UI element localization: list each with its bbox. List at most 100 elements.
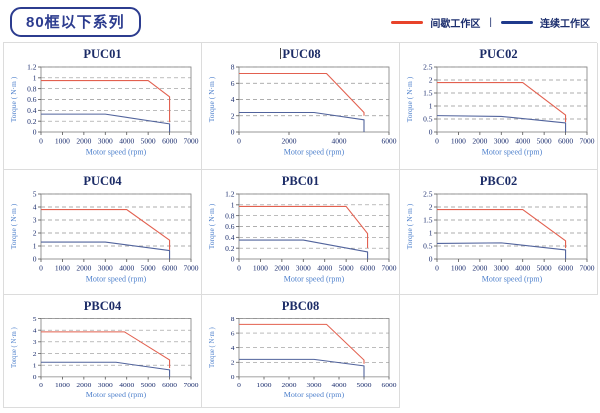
y-tick-label: 0 — [230, 374, 234, 382]
torque-speed-chart: 0 1 2 3 4 5 0 1000 2000 3000 4000 5000 6000 7000 Motor… — [9, 315, 198, 399]
x-tick-label: 7000 — [183, 264, 198, 273]
x-tick-label: 2000 — [472, 264, 487, 273]
x-tick-label: 5000 — [536, 137, 551, 146]
torque-speed-chart: 0 0.2 0.4 0.6 0.8 11.2 0 1000 2000 3000 4000 5000 60… — [207, 190, 397, 284]
chart-title: PUC02 — [400, 47, 597, 62]
y-tick-label: 6 — [230, 79, 234, 88]
y-tick-label: 3 — [32, 216, 36, 225]
chart-title: PBC01 — [202, 174, 399, 189]
plot-border — [40, 193, 191, 260]
x-tick-label: 6000 — [162, 264, 177, 273]
y-axis-label: Torque ( N·m ) — [405, 76, 414, 122]
y-tick-label: 2 — [428, 203, 432, 212]
x-tick-label: 7000 — [183, 382, 198, 390]
legend-label-continuous: 连续工作区 — [540, 18, 590, 30]
x-tick-label: 1000 — [54, 382, 69, 390]
x-tick-label: 0 — [237, 137, 241, 146]
x-tick-label: 3000 — [97, 382, 112, 390]
y-tick-label: 2.5 — [423, 63, 433, 72]
y-tick-label: 5 — [32, 315, 36, 323]
chart-title-text: PUC01 — [83, 47, 122, 61]
y-tick-label: 1 — [428, 229, 432, 238]
y-tick-label: 1 — [428, 102, 432, 111]
torque-speed-chart: 0 0.5 1 1.5 2 2.5 0 1000 2000 3000 4000 5000 6000 700… — [405, 63, 595, 157]
x-tick-label: 4000 — [119, 137, 134, 146]
y-tick-label: 0 — [428, 128, 432, 137]
x-tick-label: 0 — [237, 264, 241, 273]
chart-cell-pbc08: PBC08 0 2 4 6 8 0 1000 2000 3000 4000 5000 6000 Motor… — [202, 295, 400, 408]
chart-title-text: PBC01 — [281, 174, 320, 188]
page-header: 80框以下系列 间歇工作区 | 连续工作区 — [0, 0, 600, 42]
x-tick-label: 4000 — [119, 264, 134, 273]
chart-cell-puc01: PUC01 0 0.2 0.4 0.6 0.8 1 1.2 0 1000 2000 3000 4000 5… — [4, 43, 202, 170]
y-tick-label: 0 — [230, 128, 234, 137]
chart-grid: PUC01 0 0.2 0.4 0.6 0.8 1 1.2 0 1000 2000 3000 4000 5… — [3, 42, 598, 408]
intermittent-work-zone-curve — [436, 209, 566, 249]
continuous-work-zone-curve — [238, 111, 365, 132]
y-tick-label: 1 — [32, 242, 36, 251]
y-tick-label: 5 — [32, 190, 36, 199]
chart-title-text: PUC02 — [479, 47, 518, 61]
x-tick-label: 0 — [435, 264, 439, 273]
torque-speed-chart: 0 1 2 3 4 5 0 1000 2000 3000 4000 5000 6000 7000 Motor… — [9, 190, 199, 284]
y-tick-label: 0 — [428, 255, 432, 264]
y-tick-label: 8 — [230, 315, 234, 323]
x-tick-label: 0 — [39, 382, 43, 390]
chart-cell-puc04: PUC04 0 1 2 3 4 5 0 1000 2000 3000 4000 5000 6000 7000… — [4, 170, 202, 295]
plot-border — [436, 66, 587, 133]
legend-separator: | — [489, 16, 492, 28]
x-tick-label: 5000 — [140, 382, 155, 390]
continuous-zone-line-icon — [501, 20, 533, 24]
y-tick-label: 0 — [230, 255, 234, 264]
x-tick-label: 1000 — [54, 137, 69, 146]
x-tick-label: 0 — [435, 137, 439, 146]
x-tick-label: 2000 — [76, 382, 91, 390]
x-tick-label: 2000 — [76, 264, 91, 273]
y-axis-label: Torque ( N·m ) — [405, 203, 414, 249]
y-tick-label: 8 — [230, 63, 234, 72]
y-tick-label: 1 — [32, 73, 36, 82]
y-tick-label: 4 — [32, 203, 36, 212]
x-tick-label: 0 — [39, 137, 43, 146]
x-tick-label: 3000 — [306, 382, 321, 390]
continuous-work-zone-curve — [40, 361, 170, 377]
x-tick-label: 2000 — [472, 137, 487, 146]
x-axis-label: Motor speed (rpm) — [481, 148, 542, 157]
y-axis-label: Torque ( N·m ) — [207, 327, 215, 368]
x-axis-label: Motor speed (rpm) — [283, 148, 344, 157]
y-tick-label: 6 — [230, 330, 234, 338]
y-tick-label: 0 — [32, 255, 36, 264]
x-tick-label: 0 — [237, 382, 241, 390]
y-tick-label: 0.6 — [225, 222, 235, 231]
y-tick-label: 0.2 — [225, 244, 235, 253]
chart-title-text: PBC04 — [83, 299, 122, 313]
y-tick-label: 0 — [32, 128, 36, 137]
y-tick-label: 4 — [230, 344, 234, 352]
continuous-work-zone-curve — [238, 358, 365, 377]
x-tick-label: 5000 — [140, 264, 155, 273]
y-tick-label: 0.5 — [423, 242, 433, 251]
legend: 间歇工作区 | 连续工作区 — [391, 15, 590, 30]
chart-cell-puc08: PUC08 0 2 4 6 8 0 2000 4000 6000 Motor speed (rpm)… — [202, 43, 400, 170]
y-axis-label: Torque ( N·m ) — [207, 76, 216, 122]
y-tick-label: 2 — [230, 111, 234, 120]
x-tick-label: 5000 — [338, 264, 353, 273]
x-tick-label: 6000 — [381, 137, 396, 146]
x-axis-label: Motor speed (rpm) — [481, 275, 542, 284]
x-tick-label: 0 — [39, 264, 43, 273]
y-tick-label: 0.4 — [27, 106, 37, 115]
x-tick-label: 3000 — [493, 137, 508, 146]
x-tick-label: 4000 — [515, 264, 530, 273]
x-tick-label: 2000 — [281, 382, 296, 390]
y-tick-label: 0 — [32, 374, 36, 382]
y-tick-label: 0.2 — [27, 117, 37, 126]
chart-cell-pbc04: PBC04 0 1 2 3 4 5 0 1000 2000 3000 4000 5000 6000 7000… — [4, 295, 202, 408]
torque-speed-chart: 0 0.2 0.4 0.6 0.8 11.2 0 1000 2000 3000 4000 5000 60… — [9, 63, 199, 157]
continuous-work-zone-curve — [436, 242, 566, 259]
x-tick-label: 7000 — [579, 264, 594, 273]
x-tick-label: 4000 — [119, 382, 134, 390]
y-tick-label: 1 — [32, 362, 36, 370]
chart-title-text: PBC02 — [479, 174, 518, 188]
chart-cell-pbc02: PBC02 0 0.5 1 1.5 2 2.5 0 1000 2000 3000 4000 5000 60… — [400, 170, 598, 295]
intermittent-zone-line-icon — [391, 20, 424, 24]
